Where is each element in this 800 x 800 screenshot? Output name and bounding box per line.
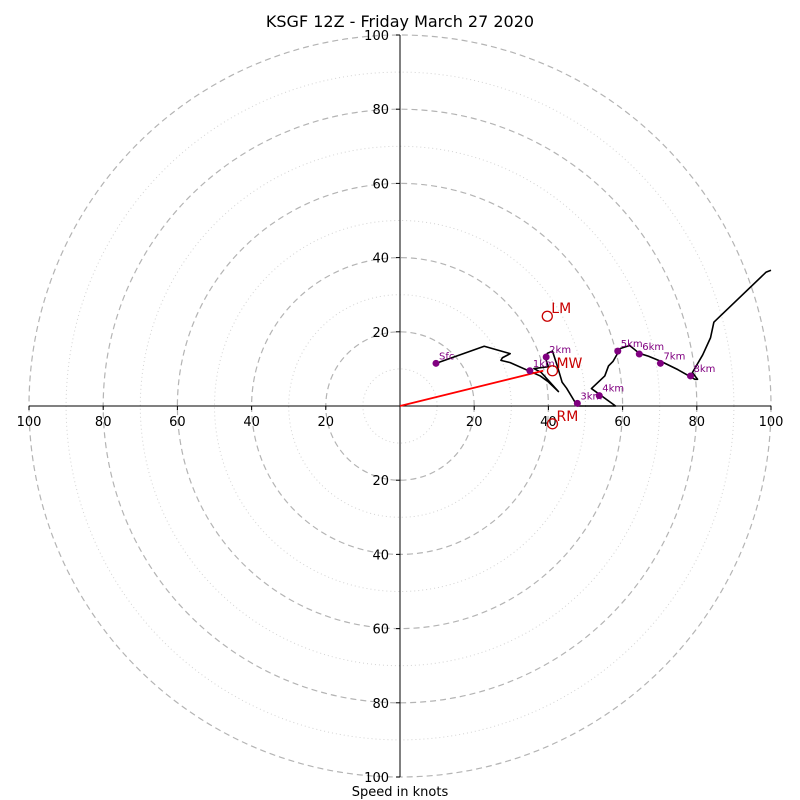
storm-motion-point	[546, 365, 559, 377]
storm-motion-point	[546, 418, 559, 430]
x-tick-label: 100	[759, 415, 784, 430]
height-marker-point	[542, 353, 550, 361]
height-marker-point	[656, 359, 664, 367]
height-marker-point	[614, 347, 622, 355]
height-marker-label: 5km	[621, 339, 643, 350]
height-marker-point	[686, 372, 694, 380]
x-tick-label: 60	[614, 415, 631, 430]
height-marker-label: Sfc	[439, 351, 454, 362]
hodograph-trace-line	[435, 269, 772, 407]
height-marker-label: 8km	[693, 364, 715, 375]
chart-title: KSGF 12Z - Friday March 27 2020	[266, 12, 534, 31]
y-tick-label: 100	[364, 771, 389, 786]
y-tick-label: 40	[372, 548, 389, 563]
height-marker-label: 6km	[642, 342, 664, 353]
height-marker-point	[595, 392, 603, 400]
y-tick-label: 80	[372, 103, 389, 118]
storm-motion-label: MW	[556, 356, 582, 372]
height-marker-label: 2km	[549, 345, 571, 356]
y-tick-label: 20	[372, 326, 389, 341]
height-marker-point	[526, 367, 534, 375]
height-marker-point	[635, 350, 643, 358]
height-marker-point	[432, 359, 440, 367]
x-tick-label: 80	[689, 415, 706, 430]
x-tick-label: 20	[466, 415, 483, 430]
x-tick-label: 100	[17, 415, 42, 430]
storm-motion-markers: LM MW RM	[541, 301, 583, 430]
tick-labels: 100 80 60 40 20 20 40 60 80 100 100 80 60 40 20 20 40 60 8…	[17, 29, 784, 786]
x-tick-label: 60	[169, 415, 186, 430]
x-tick-label: 20	[318, 415, 335, 430]
storm-motion-label: LM	[551, 301, 571, 317]
y-tick-label: 40	[372, 252, 389, 267]
storm-motion-label: RM	[556, 409, 578, 425]
height-marker-label: 7km	[663, 351, 685, 362]
y-tick-label: 20	[372, 474, 389, 489]
x-tick-label: 80	[95, 415, 112, 430]
y-tick-label: 60	[372, 623, 389, 638]
y-tick-label: 60	[372, 177, 389, 192]
x-tick-label: 40	[243, 415, 260, 430]
height-marker-point	[573, 399, 581, 407]
x-tick-label: 40	[540, 415, 557, 430]
y-tick-label: 80	[372, 697, 389, 712]
height-marker-label: 3km	[580, 391, 602, 402]
hodograph-traces	[399, 269, 772, 407]
storm-motion-point	[541, 310, 553, 322]
height-marker-label: 4km	[602, 384, 624, 395]
x-axis-label: Speed in knots	[352, 785, 449, 800]
storm-motion-vector	[399, 369, 544, 407]
height-marker-label: 1km	[533, 359, 555, 370]
y-tick-label: 100	[364, 29, 389, 44]
